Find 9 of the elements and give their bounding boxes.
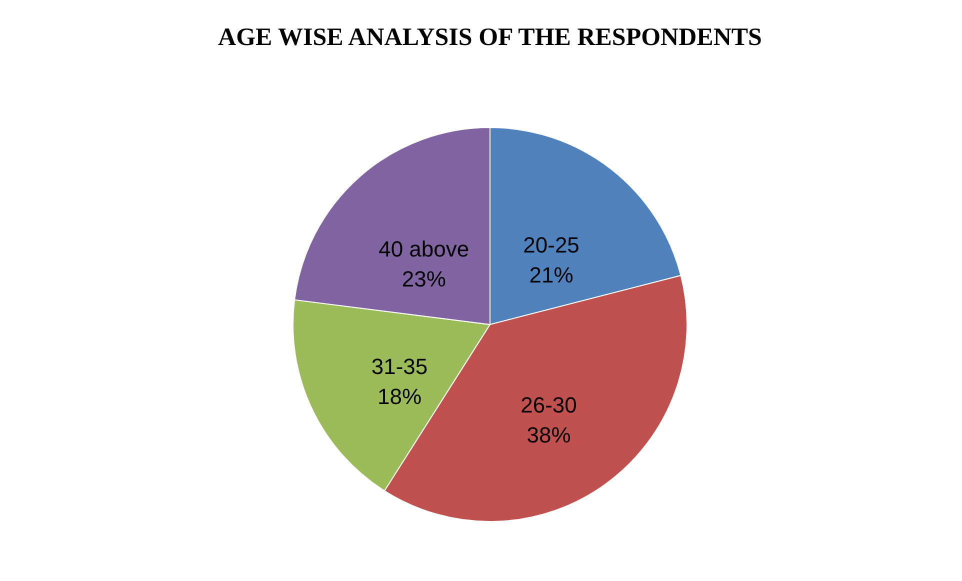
data-label: 38% <box>526 422 571 448</box>
slice-label: 40 above <box>378 236 470 262</box>
data-label: 21% <box>529 262 574 288</box>
slice-label: 26-30 <box>520 392 577 418</box>
slice-label: 20-25 <box>523 232 580 258</box>
data-label: 18% <box>377 384 422 410</box>
data-label: 23% <box>402 266 446 292</box>
chart-title: AGE WISE ANALYSIS OF THE RESPONDENTS <box>218 24 762 51</box>
slice-label: 31-35 <box>371 354 428 380</box>
